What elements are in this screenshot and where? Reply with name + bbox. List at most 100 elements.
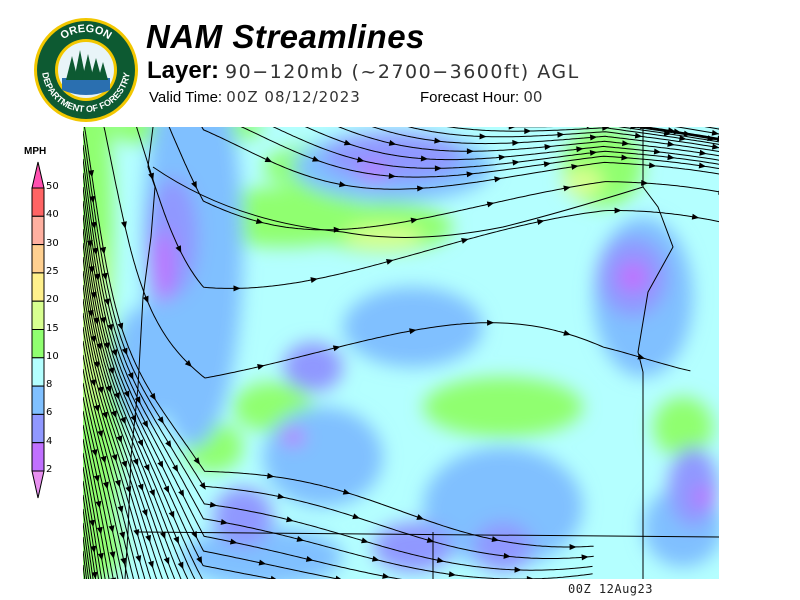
streamline-arrow xyxy=(121,460,128,469)
streamline-arrow xyxy=(193,457,200,465)
streamline xyxy=(446,127,719,145)
streamline-arrow xyxy=(149,489,155,497)
streamline xyxy=(83,522,92,579)
wind-speed-area-6-8 xyxy=(263,407,383,507)
streamline-arrow xyxy=(89,195,96,204)
layer-info: Layer: 90−120mb (~2700−3600ft) AGL xyxy=(147,57,580,85)
streamline-arrow xyxy=(120,557,127,566)
streamline-arrow xyxy=(711,143,719,150)
streamline-arrow xyxy=(191,530,198,539)
streamline-arrow xyxy=(86,240,93,248)
legend-tick: 20 xyxy=(46,294,59,306)
streamline xyxy=(83,396,124,579)
wind-speed-area-10-15 xyxy=(653,397,713,457)
legend-band-6-8 xyxy=(31,385,45,415)
streamline-arrow xyxy=(640,127,648,130)
streamline-arrow xyxy=(91,571,98,579)
streamline-arrow xyxy=(111,410,117,418)
svg-text:OREGON: OREGON xyxy=(58,23,113,42)
streamline-arrow xyxy=(257,364,265,370)
streamline-arrow xyxy=(191,180,197,189)
streamline-arrow xyxy=(361,537,369,544)
legend-tick: 2 xyxy=(46,464,53,475)
streamline xyxy=(505,127,719,143)
streamline-arrow xyxy=(149,392,156,401)
streamline-arrow xyxy=(699,149,707,156)
streamline-arrow xyxy=(97,386,104,394)
streamline-arrow xyxy=(132,458,139,467)
legend-tick: 10 xyxy=(46,350,59,362)
streamline-arrow xyxy=(103,342,110,350)
streamline-arrow xyxy=(508,127,516,130)
streamline xyxy=(201,127,719,190)
streamline xyxy=(240,127,719,178)
streamline-arrow xyxy=(621,140,630,147)
streamline xyxy=(83,438,110,579)
streamline-arrow xyxy=(90,545,97,554)
streamline-arrow xyxy=(97,430,104,438)
valid-time-value: 00Z 08/12/2023 xyxy=(226,88,361,106)
streamline xyxy=(83,480,99,579)
streamline-arrow xyxy=(614,207,622,214)
streamline-arrow xyxy=(683,130,691,137)
streamline-arrow xyxy=(88,169,95,178)
streamline-arrow xyxy=(121,347,128,356)
streamline-arrow xyxy=(420,155,428,162)
streamline-arrow xyxy=(168,510,175,519)
streamline-arrow xyxy=(382,572,390,579)
streamline xyxy=(83,200,276,579)
streamline xyxy=(83,564,86,579)
streamline-arrow xyxy=(119,531,126,540)
wind-speed-area-4-6 xyxy=(323,132,463,182)
page-title: NAM Streamlines xyxy=(146,18,425,55)
streamline-arrow xyxy=(494,176,502,183)
streamline xyxy=(83,158,593,579)
streamline-arrow xyxy=(145,534,151,543)
streamline xyxy=(83,186,341,579)
streamline xyxy=(84,127,594,548)
streamline-arrow xyxy=(563,185,571,192)
streamline-arrow xyxy=(101,411,108,420)
streamline-arrow xyxy=(141,509,148,517)
legend-band-2-4 xyxy=(31,442,45,472)
streamline xyxy=(83,130,594,559)
streamline-arrow xyxy=(220,519,229,525)
legend-band-10-15 xyxy=(31,329,45,359)
streamline-arrow xyxy=(120,416,126,425)
streamline-arrow xyxy=(621,154,629,161)
streamline-arrow xyxy=(109,551,116,559)
streamline-arrow xyxy=(137,439,144,447)
legend-units: MPH xyxy=(24,146,47,157)
streamline-arrow xyxy=(277,493,285,500)
streamline-arrow xyxy=(92,247,99,256)
streamline-arrow xyxy=(96,342,103,351)
streamline-arrow xyxy=(524,128,532,135)
legend-tick: 8 xyxy=(46,379,53,391)
streamline-arrow xyxy=(157,416,164,424)
streamline-arrow xyxy=(486,201,495,208)
wind-speed-area-4-6 xyxy=(473,522,533,572)
streamline-arrow xyxy=(388,172,396,179)
streamline-arrow xyxy=(466,171,474,178)
streamline-arrow xyxy=(229,538,238,545)
streamline-arrow xyxy=(233,285,241,292)
streamline-arrow xyxy=(90,291,97,300)
streamline-arrow xyxy=(335,575,343,579)
streamline-arrow xyxy=(105,385,112,394)
streamline-arrow xyxy=(466,148,474,155)
streamline-arrow xyxy=(95,500,102,509)
legend-tick: 25 xyxy=(46,265,59,277)
streamline-arrow xyxy=(104,298,110,306)
streamline-arrow xyxy=(258,559,267,566)
streamline-arrow xyxy=(199,482,206,490)
streamline-arrow xyxy=(90,221,97,230)
streamline-arrow xyxy=(133,529,140,537)
streamline-arrow xyxy=(108,525,115,533)
wind-speed-area-4-6 xyxy=(283,342,343,392)
legend-band-15-20 xyxy=(31,300,45,330)
streamline-arrow xyxy=(386,258,394,265)
streamline xyxy=(83,270,176,579)
streamline-arrow xyxy=(371,555,380,562)
streamline-arrow xyxy=(267,472,275,479)
streamline-arrow xyxy=(434,137,442,144)
